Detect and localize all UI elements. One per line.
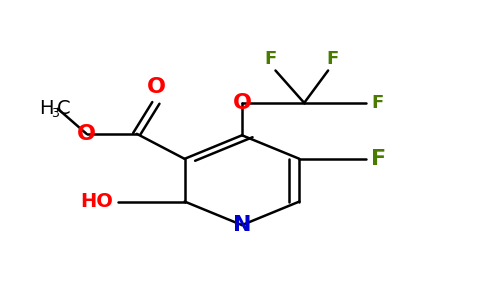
Text: H: H [39, 99, 53, 118]
Text: C: C [57, 99, 71, 118]
Text: F: F [371, 94, 383, 112]
Text: O: O [232, 93, 252, 113]
Text: 3: 3 [51, 107, 59, 120]
Text: HO: HO [80, 192, 113, 211]
Text: F: F [265, 50, 277, 68]
Text: O: O [77, 124, 96, 144]
Text: F: F [327, 50, 339, 68]
Text: O: O [146, 77, 166, 97]
Text: F: F [371, 149, 386, 169]
Text: N: N [233, 215, 251, 235]
